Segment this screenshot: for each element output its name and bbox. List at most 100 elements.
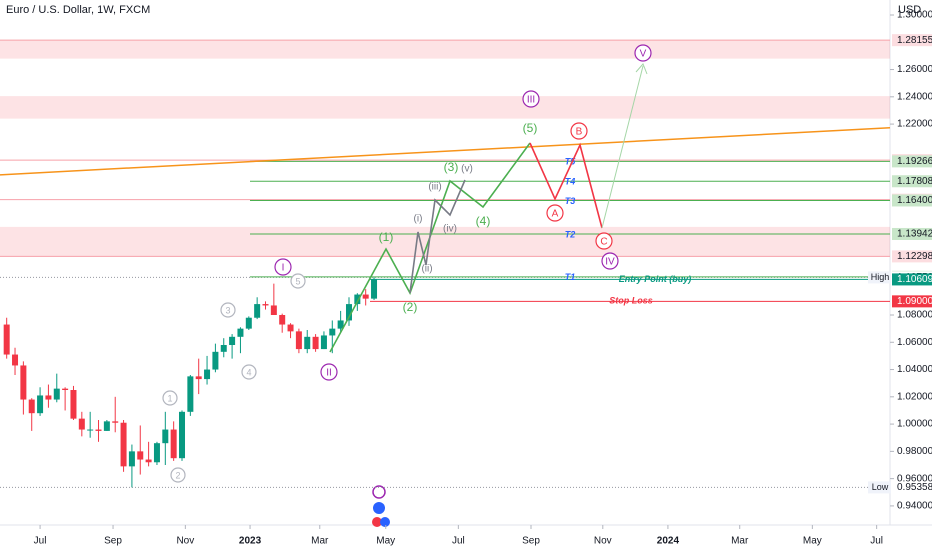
candle-body [270, 305, 277, 315]
level-label: T2 [565, 229, 576, 239]
x-tick-label: May [376, 536, 395, 547]
candle-body [304, 336, 311, 350]
wave-path [409, 179, 466, 294]
wave-circle [595, 232, 613, 250]
y-tick-label: 1.22000 [897, 119, 932, 130]
price-tag-label: 0.95358 [897, 482, 932, 493]
y-tick-label: 1.04000 [897, 364, 932, 375]
price-tag [892, 227, 932, 240]
chart-title: Euro / U.S. Dollar, 1W, FXCM [6, 4, 150, 16]
circled-label: II [326, 368, 332, 379]
circled-label: 1 [167, 393, 172, 403]
price-tag-label: 1.09000 [897, 296, 932, 307]
candle-body [187, 376, 194, 412]
candle-body [112, 421, 119, 423]
candle-body [279, 315, 286, 325]
candle-body [371, 279, 378, 299]
wave-path [529, 142, 603, 229]
price-tag [892, 175, 932, 188]
wave-circle [570, 122, 588, 140]
candle-body [212, 351, 219, 370]
zone [0, 226, 890, 257]
candle-body [70, 390, 77, 419]
candle-body [37, 395, 44, 414]
candle-body [345, 304, 352, 321]
price-tag-label: 1.19266 [897, 156, 932, 167]
circled-label: A [552, 209, 559, 220]
wave-path [601, 65, 644, 229]
y-tick-label: 0.96000 [897, 473, 932, 484]
x-tick-label: Sep [522, 536, 540, 547]
price-tag [892, 34, 932, 47]
wave-circle [601, 252, 619, 270]
wave-circle [634, 44, 652, 62]
x-tick-label: Jul [452, 536, 465, 547]
circled-label: 3 [225, 305, 230, 315]
level-label: T3 [565, 196, 576, 206]
wave-circle [274, 258, 292, 276]
candle-body [195, 376, 202, 380]
y-tick-label: 0.98000 [897, 446, 932, 457]
y-tick-label: 1.26000 [897, 64, 932, 75]
price-tag [892, 481, 932, 494]
candle-body [28, 399, 35, 414]
circled-label: B [576, 127, 583, 138]
wave-label: (iv) [443, 224, 457, 235]
level-label: T4 [565, 177, 576, 187]
note-box [868, 271, 891, 284]
wave-label: (4) [476, 214, 491, 228]
candle-body [153, 443, 160, 463]
candle-body [170, 429, 177, 459]
candle-body [128, 451, 135, 467]
zone [0, 96, 890, 119]
circled-label: I [282, 263, 285, 274]
wave-label: (3) [444, 160, 459, 174]
candle-body [354, 294, 361, 305]
candle-body [295, 331, 302, 350]
y-tick-label: 1.30000 [897, 10, 932, 21]
y-tick-label: 0.94000 [897, 501, 932, 512]
circled-label: 2 [175, 470, 180, 480]
circled-label: IV [605, 257, 615, 268]
candle-body [237, 328, 244, 337]
price-tag-label: 1.17808 [897, 176, 932, 187]
wave-circle [241, 364, 257, 380]
price-tag-label: 1.16400 [897, 195, 932, 206]
candle-body [120, 422, 127, 467]
price-tag [892, 273, 932, 286]
circled-label: V [640, 49, 647, 60]
arrow-head [635, 63, 648, 75]
wave-circle [290, 273, 306, 289]
price-tag [892, 295, 932, 308]
candle-body [204, 369, 211, 380]
price-tag-label: 1.12298 [897, 251, 932, 262]
x-tick-label: Sep [104, 536, 122, 547]
currency: USD [898, 4, 921, 16]
candle-body [3, 324, 10, 355]
wave-circle [522, 90, 540, 108]
x-tick-label: 2023 [239, 536, 262, 547]
price-tag [892, 250, 932, 263]
candle-body [162, 429, 169, 444]
icons [372, 485, 390, 527]
level-label: T5 [565, 157, 576, 167]
candle-body [78, 418, 85, 430]
price-tag [892, 155, 932, 168]
wave-circle [162, 390, 178, 406]
candle-body [320, 335, 327, 350]
circled-label: III [527, 95, 535, 106]
layers [0, 39, 890, 488]
y-tick-label: 1.02000 [897, 391, 932, 402]
x-tick-label: Nov [176, 536, 194, 547]
candle-body [53, 388, 60, 400]
wave-circle [170, 467, 186, 483]
y-tick-label: 1.00000 [897, 419, 932, 430]
candle-body [137, 451, 144, 460]
level-label: T1 [565, 272, 576, 282]
note-box [868, 481, 891, 494]
x-tick-label: May [803, 536, 822, 547]
candle-body [12, 354, 19, 366]
y-tick-label: 1.08000 [897, 310, 932, 321]
wave-label: (1) [379, 230, 394, 244]
x-tick-label: Nov [594, 536, 612, 547]
